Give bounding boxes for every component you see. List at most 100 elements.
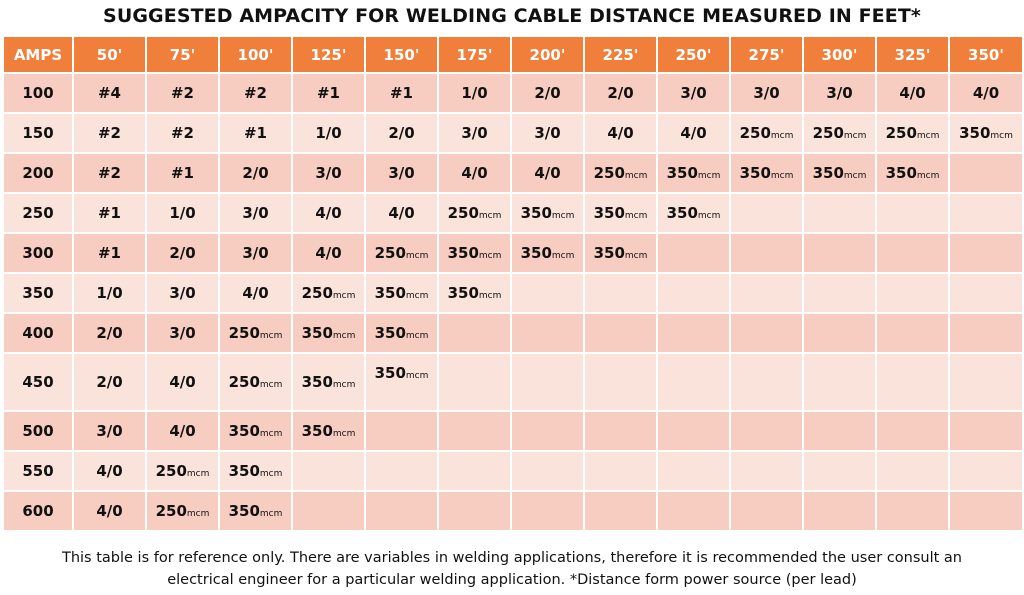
cable-size-cell [875, 312, 950, 354]
cable-size-unit: mcm [259, 380, 283, 390]
cable-size-cell: 350mcm [291, 312, 366, 354]
cable-size-value: 3/0 [242, 204, 269, 222]
cable-size-value: 250 [228, 324, 260, 342]
amps-cell: 500 [2, 410, 74, 452]
header-150ft: 150' [364, 35, 439, 74]
cable-size-value: 3/0 [534, 124, 561, 142]
cable-size-cell: 3/0 [729, 72, 804, 114]
cable-size-value: 3/0 [753, 84, 780, 102]
cable-size-cell [948, 232, 1024, 274]
cable-size-cell: 3/0 [218, 192, 293, 234]
cable-size-cell [729, 450, 804, 492]
table-row: 450 2/0 4/0 250mcm 350mcm 350mcm [2, 352, 1024, 412]
cable-size-cell [875, 272, 950, 314]
cable-size-value: 3/0 [169, 284, 196, 302]
cable-size-value: 2/0 [388, 124, 415, 142]
cable-size-unit: mcm [770, 171, 794, 181]
amps-cell: 350 [2, 272, 74, 314]
cable-size-value: 4/0 [169, 422, 196, 440]
cable-size-cell: 350mcm [729, 152, 804, 194]
cable-size-unit: mcm [259, 469, 283, 479]
cable-size-cell [510, 272, 585, 314]
cable-size-value: 2/0 [534, 84, 561, 102]
cable-size-cell: 350mcm [291, 352, 366, 412]
cable-size-value: #1 [97, 244, 121, 262]
cable-size-cell [802, 232, 877, 274]
cable-size-cell: 250mcm [875, 112, 950, 154]
cable-size-cell [510, 312, 585, 354]
cable-size-value: 4/0 [96, 462, 123, 480]
cable-size-value: 4/0 [315, 244, 342, 262]
cable-size-cell [948, 410, 1024, 452]
cable-size-value: 350 [374, 364, 406, 382]
cable-size-value: 350 [301, 373, 333, 391]
cable-size-unit: mcm [405, 331, 429, 341]
cable-size-cell [948, 192, 1024, 234]
cable-size-value: #2 [97, 124, 121, 142]
amps-cell: 600 [2, 490, 74, 532]
cable-size-cell: 4/0 [145, 410, 220, 452]
cable-size-unit: mcm [478, 211, 502, 221]
cable-size-cell [875, 352, 950, 412]
cable-size-cell [802, 312, 877, 354]
cable-size-cell [656, 312, 731, 354]
cable-size-value: 350 [447, 244, 479, 262]
cable-size-cell: 250mcm [291, 272, 366, 314]
cable-size-cell [729, 312, 804, 354]
cable-size-cell: 350mcm [510, 232, 585, 274]
cable-size-value: 350 [593, 244, 625, 262]
cable-size-cell: 250mcm [437, 192, 512, 234]
cable-size-unit: mcm [478, 291, 502, 301]
cable-size-value: 3/0 [242, 244, 269, 262]
cable-size-cell: 1/0 [437, 72, 512, 114]
cable-size-value: #2 [170, 124, 194, 142]
cable-size-cell: #1 [364, 72, 439, 114]
cable-size-value: 4/0 [899, 84, 926, 102]
cable-size-cell: 250mcm [364, 232, 439, 274]
header-amps: AMPS [2, 35, 74, 74]
cable-size-value: 3/0 [826, 84, 853, 102]
cable-size-value: 350 [301, 324, 333, 342]
cable-size-cell: 2/0 [145, 232, 220, 274]
cable-size-value: #1 [97, 204, 121, 222]
cable-size-cell [510, 352, 585, 412]
cable-size-cell [437, 312, 512, 354]
cable-size-unit: mcm [259, 509, 283, 519]
amps-cell: 300 [2, 232, 74, 274]
header-50ft: 50' [72, 35, 147, 74]
cable-size-cell: 2/0 [72, 352, 147, 412]
cable-size-cell: #1 [291, 72, 366, 114]
cable-size-cell: 2/0 [583, 72, 658, 114]
cable-size-cell: 2/0 [218, 152, 293, 194]
cable-size-value: 3/0 [315, 164, 342, 182]
cable-size-cell [729, 352, 804, 412]
cable-size-cell: 3/0 [437, 112, 512, 154]
cable-size-value: 4/0 [607, 124, 634, 142]
header-350ft: 350' [948, 35, 1024, 74]
cable-size-value: 3/0 [96, 422, 123, 440]
cable-size-value: 250 [739, 124, 771, 142]
cable-size-cell: 350mcm [510, 192, 585, 234]
table-row: 150 #2 #2 #1 1/0 2/0 3/0 3/0 4/0 4/0 250mcm 250mcm 2… [2, 112, 1024, 154]
cable-size-value: 350 [301, 422, 333, 440]
cable-size-cell [802, 272, 877, 314]
cable-size-cell [510, 490, 585, 532]
cable-size-unit: mcm [405, 251, 429, 261]
table-row: 100 #4 #2 #2 #1 #1 1/0 2/0 2/0 3/0 3/0 3/0 4/0 4/0 [2, 72, 1024, 114]
cable-size-value: 250 [155, 462, 187, 480]
cable-size-cell: 250mcm [583, 152, 658, 194]
cable-size-value: 350 [520, 204, 552, 222]
cable-size-unit: mcm [186, 509, 210, 519]
cable-size-cell: 1/0 [72, 272, 147, 314]
cable-size-cell: 350mcm [583, 232, 658, 274]
cable-size-value: 250 [812, 124, 844, 142]
cable-size-cell: 350mcm [437, 272, 512, 314]
cable-size-cell: 4/0 [218, 272, 293, 314]
cable-size-value: 2/0 [169, 244, 196, 262]
cable-size-value: 250 [593, 164, 625, 182]
cable-size-cell: 2/0 [510, 72, 585, 114]
cable-size-cell [583, 352, 658, 412]
cable-size-cell [729, 192, 804, 234]
cable-size-cell [802, 192, 877, 234]
cable-size-cell: 4/0 [948, 72, 1024, 114]
